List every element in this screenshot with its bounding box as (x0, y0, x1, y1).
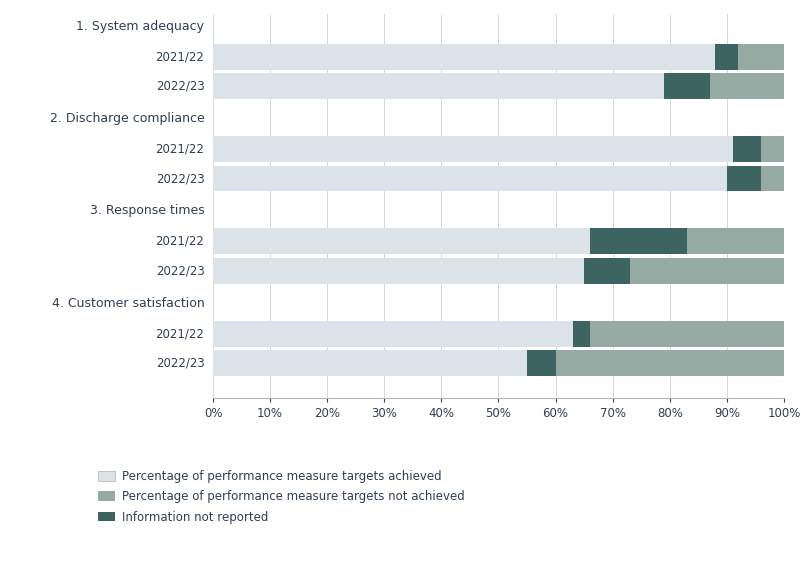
Bar (555, 351, 783, 376)
Text: 2. Discharge compliance: 2. Discharge compliance (50, 112, 204, 125)
Bar (737, 44, 783, 69)
Text: 2022/23: 2022/23 (156, 80, 204, 93)
Bar (213, 228, 589, 254)
Bar (213, 258, 583, 284)
Text: 2021/22: 2021/22 (156, 50, 204, 63)
Bar (527, 351, 555, 376)
Text: 1. System adequacy: 1. System adequacy (76, 20, 204, 33)
Bar (629, 258, 783, 284)
Bar (213, 321, 572, 347)
Bar (686, 228, 783, 254)
Text: 4. Customer satisfaction: 4. Customer satisfaction (51, 296, 204, 310)
Bar (589, 228, 686, 254)
Bar (213, 351, 527, 376)
Bar (583, 258, 629, 284)
Legend: Percentage of performance measure targets achieved, Percentage of performance me: Percentage of performance measure target… (93, 465, 469, 528)
Bar (213, 166, 726, 192)
Bar (715, 44, 737, 69)
Text: 2021/22: 2021/22 (156, 327, 204, 340)
Bar (213, 44, 715, 69)
Bar (572, 321, 589, 347)
Bar (213, 73, 663, 99)
Bar (663, 73, 709, 99)
Text: 2022/23: 2022/23 (156, 357, 204, 370)
Bar (760, 166, 783, 192)
Text: 2022/23: 2022/23 (156, 265, 204, 278)
Bar (760, 136, 783, 162)
Bar (213, 136, 732, 162)
Bar (726, 166, 760, 192)
Bar (709, 73, 783, 99)
Bar (732, 136, 760, 162)
Text: 3. Response times: 3. Response times (90, 204, 204, 217)
Text: 2022/23: 2022/23 (156, 172, 204, 185)
Bar (589, 321, 783, 347)
Text: 2021/22: 2021/22 (156, 235, 204, 248)
Text: 2021/22: 2021/22 (156, 142, 204, 155)
